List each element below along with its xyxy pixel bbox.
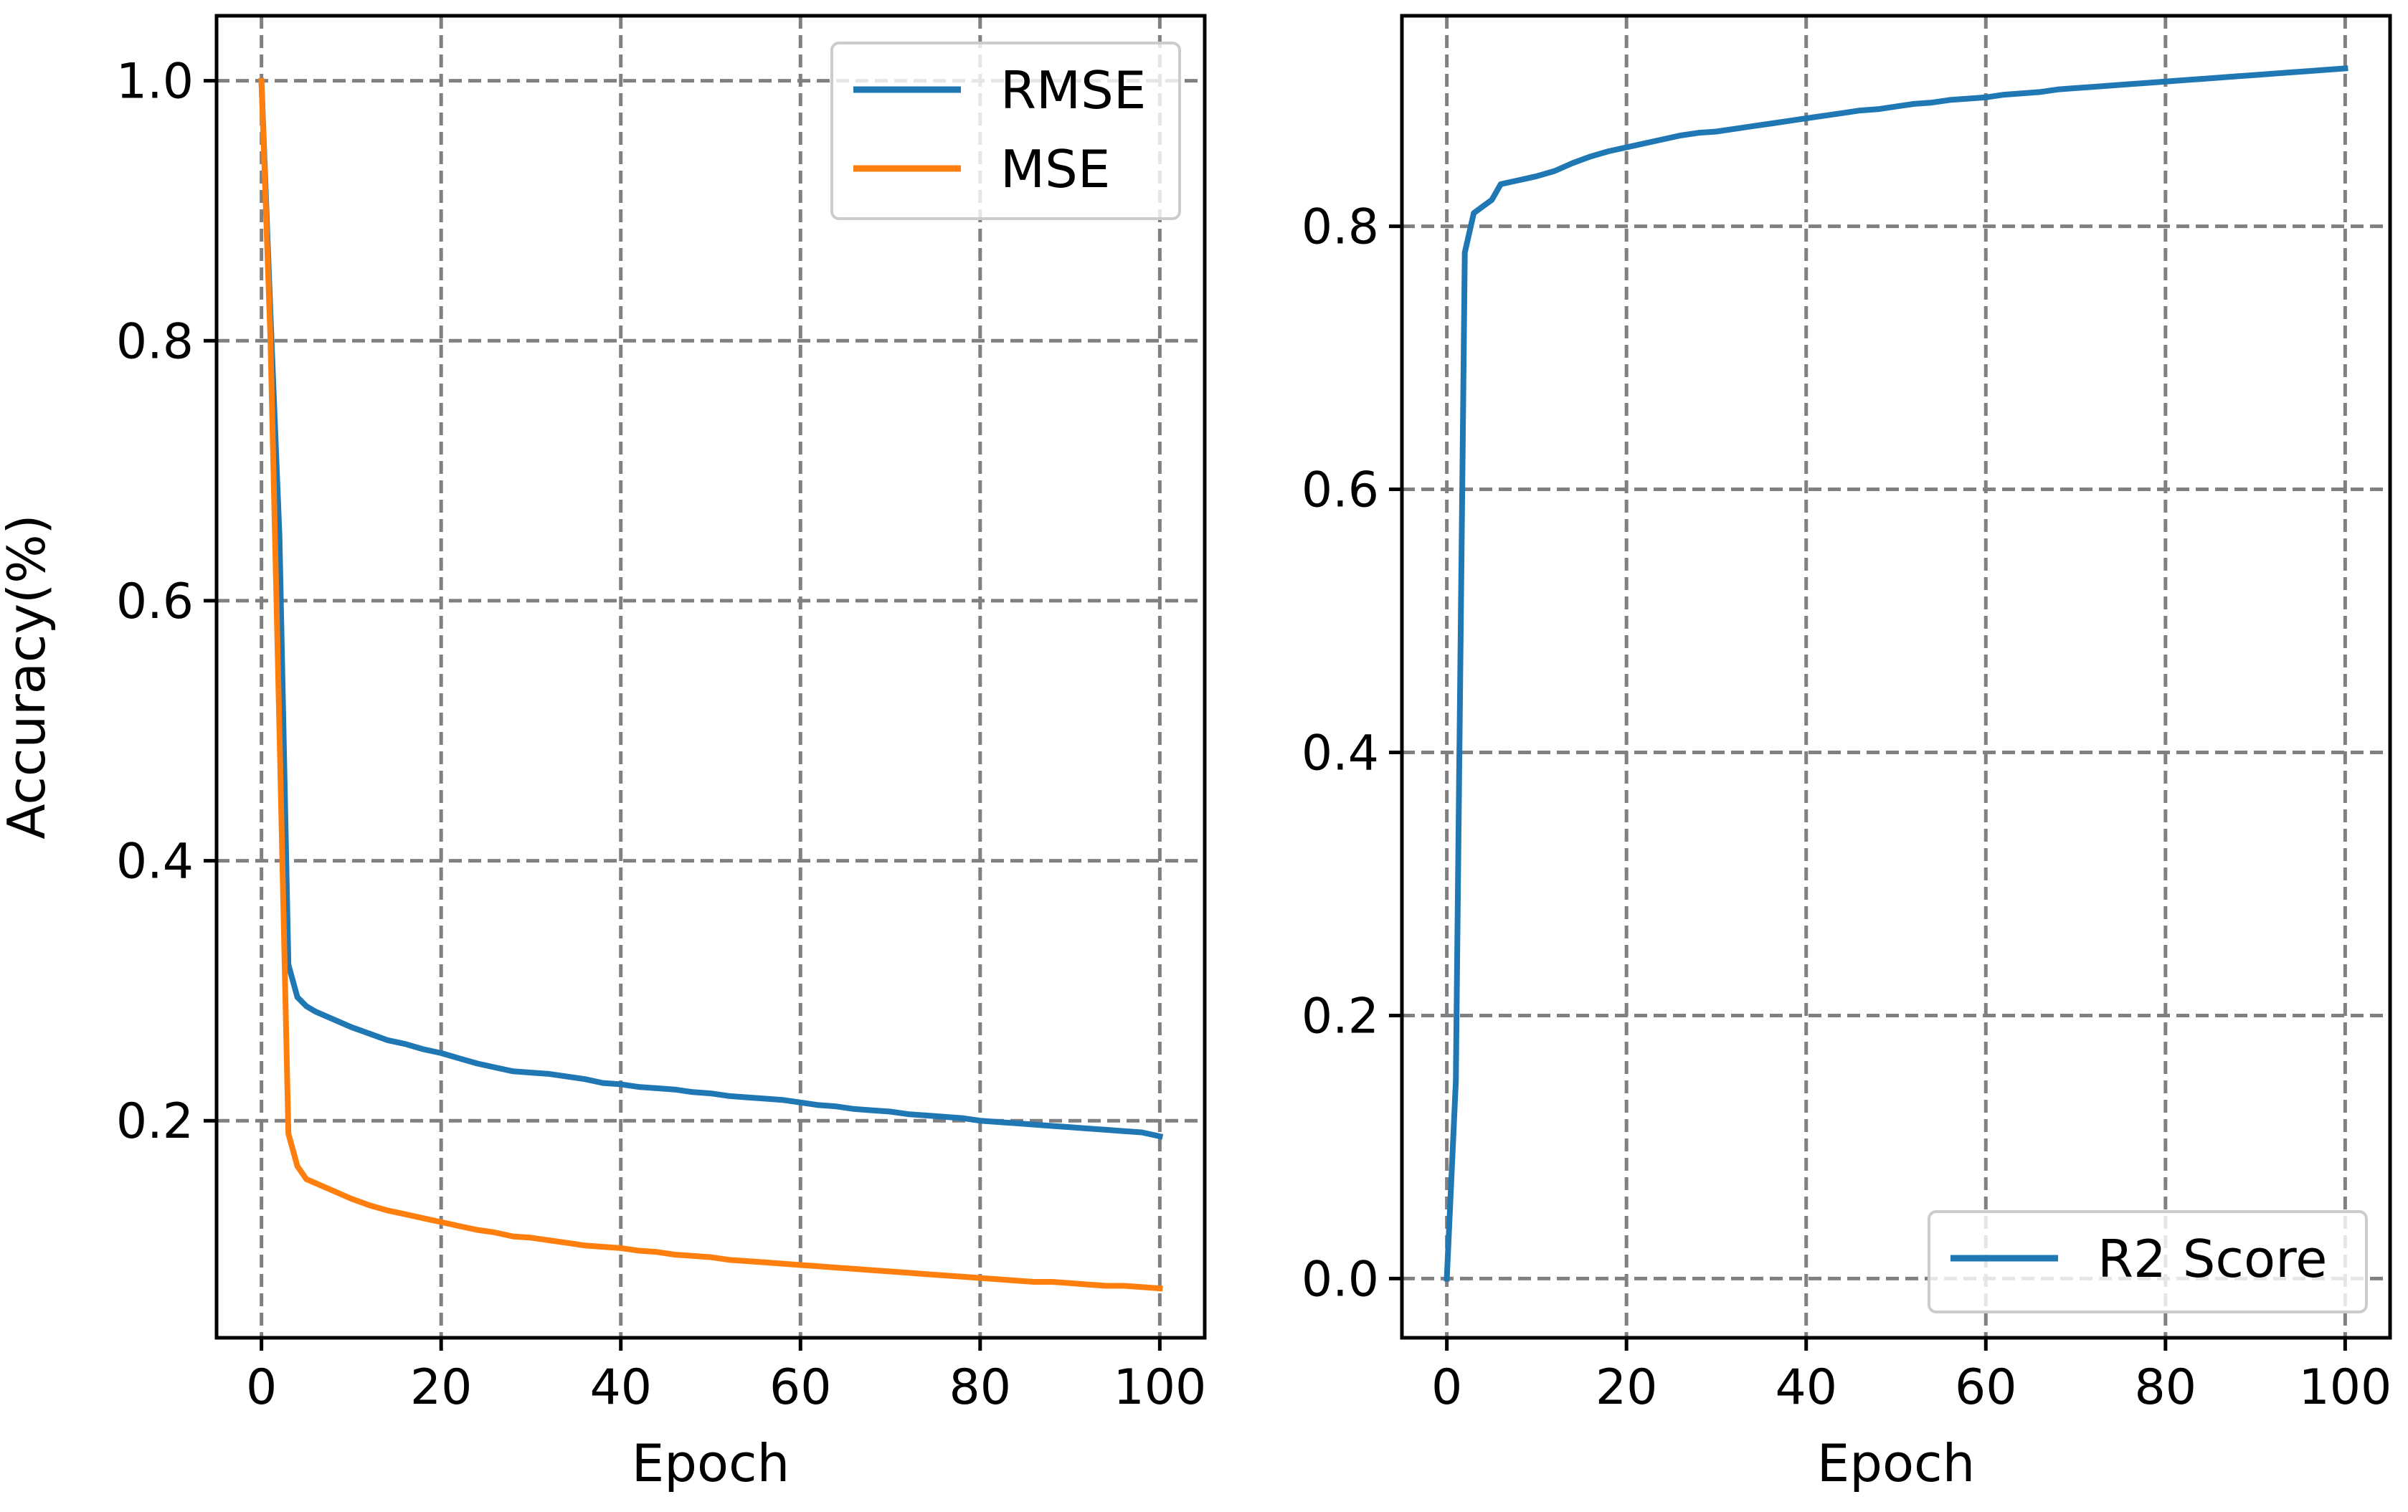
legend-label: R2 Score (2097, 1229, 2327, 1289)
y-tick-label: 0.2 (116, 1093, 194, 1150)
x-tick-label: 40 (1775, 1359, 1837, 1416)
x-tick-label: 60 (769, 1359, 832, 1416)
x-tick-label: 20 (410, 1359, 473, 1416)
plot-frame (1400, 14, 2392, 1340)
x-tick-label: 80 (949, 1359, 1012, 1416)
series-line-rmse (258, 77, 1164, 1140)
series-line-r2-score (1444, 65, 2348, 1282)
y-tick-label: 0.0 (1302, 1251, 1379, 1308)
x-tick-label: 60 (1955, 1359, 2017, 1416)
legend-box (1928, 1210, 2368, 1313)
right-chart-panel: 0 20 40 60 80 100 0.0 0.2 0.4 0.6 0.8 Epoch R2 Score (1302, 14, 2392, 1493)
grid (1402, 16, 2390, 1338)
y-tick-label: 0.6 (1302, 462, 1379, 519)
legend: R2 Score (1928, 1210, 2368, 1313)
x-tick-label: 0 (1431, 1359, 1462, 1416)
y-tick-label: 1.0 (116, 54, 194, 110)
grid (217, 16, 1205, 1338)
x-tick-label: 80 (2135, 1359, 2197, 1416)
y-tick-label: 0.4 (116, 834, 194, 890)
x-tick-label: 40 (589, 1359, 652, 1416)
left-chart-panel: 0 20 40 60 80 100 0.2 0.4 0.6 0.8 1.0 Epoch Accuracy… (0, 14, 1207, 1493)
x-tick-label: 0 (246, 1359, 277, 1416)
y-axis-label: Accuracy(%) (0, 514, 57, 839)
plot-frame (214, 14, 1207, 1340)
x-axis-label: Epoch (1817, 1433, 1975, 1493)
legend-label: MSE (1000, 139, 1110, 199)
x-tick-label: 20 (1596, 1359, 1658, 1416)
y-tick-label: 0.4 (1302, 726, 1379, 782)
series-line-mse (258, 77, 1163, 1292)
y-tick-label: 0.8 (116, 313, 194, 370)
x-tick-label: 100 (2298, 1359, 2392, 1416)
x-tick-label: 100 (1113, 1359, 1206, 1416)
y-tick-label: 0.2 (1302, 988, 1379, 1045)
legend-label: RMSE (1000, 60, 1146, 120)
y-tick-label: 0.6 (116, 574, 194, 630)
legend: RMSE MSE (830, 42, 1181, 220)
x-axis-label: Epoch (632, 1433, 790, 1493)
y-tick-label: 0.8 (1302, 199, 1379, 256)
